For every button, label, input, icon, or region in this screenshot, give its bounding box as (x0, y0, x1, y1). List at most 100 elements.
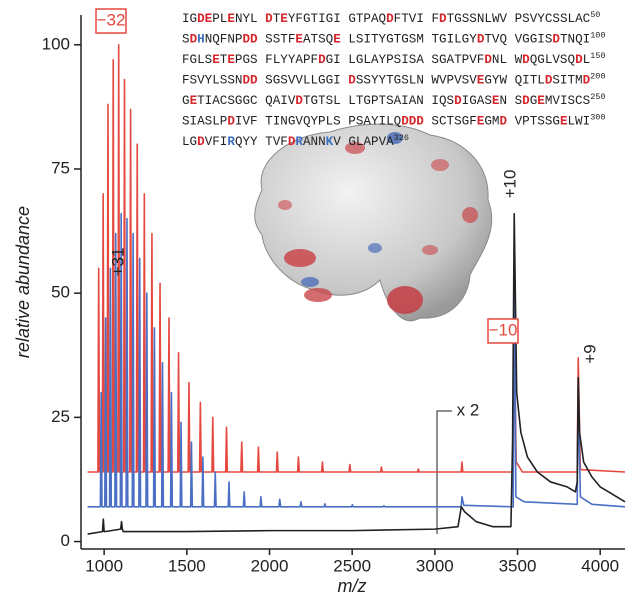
sequence-segment: D (318, 53, 326, 67)
sequence-segment: SIASLP (182, 115, 227, 129)
sequence-segment: D (348, 74, 356, 88)
sequence-line: SDHNQFNPDD SSTFEATSQE LSITYGTGSM TGILGYD… (182, 31, 606, 47)
residue-number: 250 (590, 92, 605, 102)
sequence-segment: D (583, 74, 591, 88)
sequence-segment: N S (499, 94, 522, 108)
sequence-segment: D (288, 135, 296, 149)
charge-label: +10 (500, 170, 519, 199)
scale-bracket (436, 410, 452, 534)
charge-label: +9 (580, 344, 599, 363)
sequence-segment: TIACSGGC QAIV (197, 94, 296, 108)
sequence-segment: D (484, 53, 492, 67)
annotations: −32 +31 +10 −10 +9 x 2 (95, 8, 599, 419)
sequence-segment: NL W (492, 53, 523, 67)
sequence-segment: YFGTIGI GTPAQ (288, 12, 386, 26)
sequence-segment: E (212, 53, 220, 67)
charge-label: −10 (489, 320, 518, 339)
sequence-segment: VFI (205, 135, 228, 149)
sequence-segment: E (295, 33, 303, 47)
sequence-segment: D (386, 12, 394, 26)
y-tick-label: 75 (51, 158, 70, 177)
sequence-segment: SITM (552, 74, 582, 88)
sequence-line: FSVYLSSNDD SGSVVLLGGI DSSYYTGSLN WVPVSVE… (182, 72, 605, 88)
sequence-segment: LWI (568, 115, 591, 129)
sequence-segment: E (492, 94, 500, 108)
sequence-segment: T (220, 53, 228, 67)
x-tick-label: 1500 (168, 556, 206, 575)
sequence-segment: D (477, 33, 485, 47)
sequence-segment: D (499, 115, 507, 129)
sequence-segment: E (280, 12, 288, 26)
sequence-line: SIASLPDIVF TINGVQYPLS PSAYILQDDD SCTSGFE… (182, 113, 606, 129)
sequence-segment: G (182, 94, 190, 108)
x-tick-label: 1000 (85, 556, 123, 575)
sequence-segment: ANN (303, 135, 326, 149)
x-axis-title: m/z (338, 576, 367, 596)
sequence-segment: E (333, 33, 341, 47)
sequence-segment: D (197, 135, 205, 149)
sequence-segment: G (530, 94, 538, 108)
charge-label: +31 (108, 248, 127, 277)
sequence-line: FGLSETEPGS FLYYAPFDGI LGLAYPSISA SGATPVF… (182, 51, 606, 67)
sequence-segment: D (575, 53, 583, 67)
sequence-segment: E (477, 115, 485, 129)
sequence-line: IGDEPLENYL DTEYFGTIGI GTPAQDFTVI FDTGSSN… (182, 10, 600, 26)
sequence-segment: D (552, 33, 560, 47)
residue-number: 326 (394, 133, 409, 143)
x-tick-label: 4000 (581, 556, 619, 575)
sequence-segment: S (182, 33, 190, 47)
sequence-segment: L (583, 53, 591, 67)
sequence-segment: IVF TINGVQYPLS PSAYILQ (235, 115, 401, 129)
y-tick-label: 0 (61, 531, 70, 550)
sequence-segment: GI LGLAYPSISA SGATPVF (326, 53, 485, 67)
sequence-segment: NQFNP (205, 33, 243, 47)
sequence-segment: E (537, 94, 545, 108)
sequence-segment: GM (484, 115, 499, 129)
sequence-segment: LG (182, 135, 197, 149)
x-tick-label: 2500 (333, 556, 371, 575)
sequence-segment: D (454, 94, 462, 108)
sequence-segment: MVISCS (545, 94, 590, 108)
sequence-block: IGDEPLENYL DTEYFGTIGI GTPAQDFTVI FDTGSSN… (182, 10, 606, 149)
y-tick-label: 100 (42, 34, 70, 53)
sequence-segment: D (545, 74, 553, 88)
spectrum-trace (87, 212, 626, 535)
spectrum-trace (87, 43, 626, 473)
sequence-segment: DDD (401, 115, 424, 129)
sequence-segment: NYL (235, 12, 265, 26)
y-tick-label: 50 (51, 283, 70, 302)
sequence-line: GETIACSGGC QAIVDTGTSL LTGPTSAIAN IQSDIGA… (182, 92, 606, 108)
sequence-segment: D (439, 12, 447, 26)
protein-structure (254, 123, 493, 322)
sequence-line: LGDVFIRQYY TVFDRANNKV GLAPVA326 (182, 133, 409, 149)
residue-number: 100 (590, 31, 605, 41)
sequence-segment: TNQI (560, 33, 590, 47)
charge-label: −32 (97, 10, 126, 29)
y-tick-label: 25 (51, 407, 70, 426)
sequence-segment: V GLAPVA (333, 135, 394, 149)
sequence-segment: FGLS (182, 53, 212, 67)
sequence-segment: IGAS (462, 94, 492, 108)
sequence-segment: R (295, 135, 303, 149)
residue-number: 150 (590, 51, 605, 61)
sequence-segment: E (227, 12, 235, 26)
x-tick-label: 3500 (499, 556, 537, 575)
sequence-segment: T (273, 12, 281, 26)
sequence-segment: R (227, 135, 235, 149)
sequence-segment: SSTF (258, 33, 296, 47)
sequence-segment: D (227, 115, 235, 129)
sequence-segment: D (190, 33, 198, 47)
sequence-segment: DD (242, 33, 258, 47)
sequence-segment: TGSSNLWV PSVYCSSLAC (447, 12, 591, 26)
sequence-segment: H (197, 33, 205, 47)
annotation-box (95, 8, 127, 34)
x-tick-label: 3000 (416, 556, 454, 575)
sequence-segment: D (522, 53, 530, 67)
sequence-segment: K (326, 135, 334, 149)
sequence-segment: E (560, 115, 568, 129)
residue-number: 200 (590, 72, 605, 82)
sequence-segment: SSYYTGSLN WVPVSV (356, 74, 477, 88)
sequence-segment: E (227, 53, 235, 67)
sequence-segment: GYW QITL (484, 74, 544, 88)
sequence-segment: SGSVVLLGGI (258, 74, 349, 88)
